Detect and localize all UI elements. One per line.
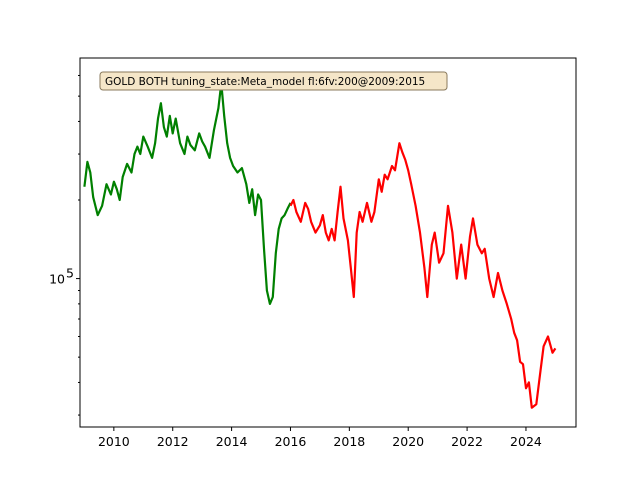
plot-frame	[79, 57, 577, 428]
y-tick-label-exponent: 5	[66, 266, 74, 281]
series-layer	[83, 82, 557, 409]
x-tick-label: 2020	[392, 434, 424, 449]
series-line-0	[83, 82, 292, 305]
x-tick-label: 2010	[98, 434, 130, 449]
y-tick-label: 10	[49, 272, 65, 287]
y-axis: 10 5	[49, 74, 80, 416]
x-tick-label: 2018	[333, 434, 365, 449]
x-axis: 2010 2012 2014 2016 2018 2020 2022 2024	[98, 427, 542, 449]
x-tick-label: 2014	[216, 434, 248, 449]
x-tick-label: 2022	[451, 434, 483, 449]
x-tick-label: 2024	[510, 434, 542, 449]
annotation-background	[99, 71, 448, 91]
annotation-text: GOLD BOTH tuning_state:Meta_model fl:6fv…	[105, 76, 425, 88]
annotation-box: GOLD BOTH tuning_state:Meta_model fl:6fv…	[99, 71, 448, 91]
x-tick-label: 2016	[275, 434, 307, 449]
series-line-1	[289, 142, 557, 409]
x-tick-label: 2012	[157, 434, 189, 449]
